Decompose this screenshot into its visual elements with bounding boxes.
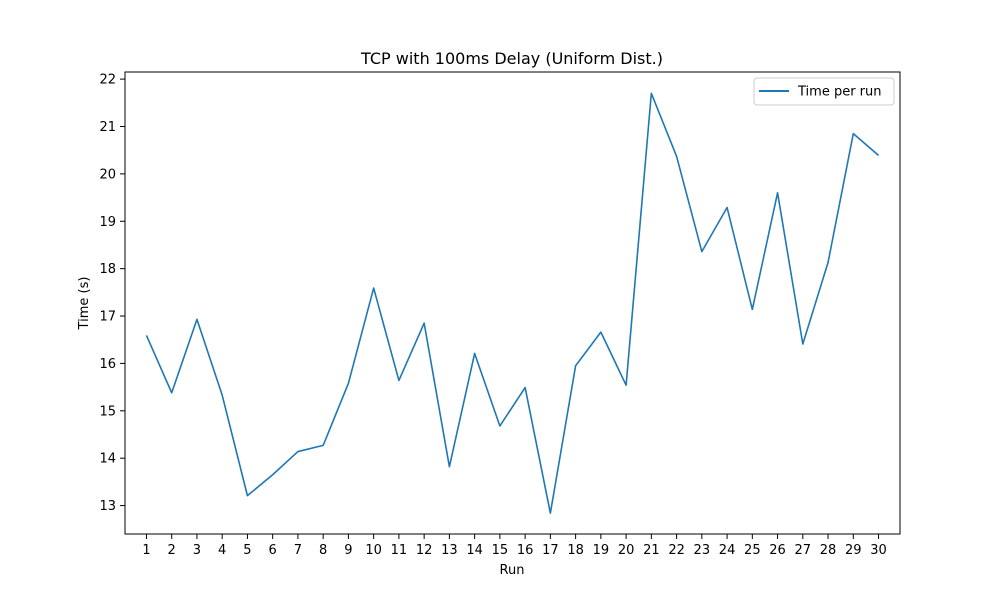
y-tick-label: 20	[99, 167, 116, 182]
x-tick-label: 13	[441, 543, 458, 558]
x-tick-label: 21	[643, 543, 660, 558]
x-tick-label: 3	[193, 543, 201, 558]
x-tick-label: 25	[744, 543, 761, 558]
y-tick-label: 13	[99, 499, 116, 514]
chart-title: TCP with 100ms Delay (Uniform Dist.)	[360, 49, 663, 68]
x-tick-label: 26	[769, 543, 786, 558]
x-tick-label: 20	[618, 543, 635, 558]
plot-area: 1 2 3 4 5 6 7 8 9 10 11 12 13 14 15 16 17 18 19 20 21 22 23 24 2…	[99, 71, 901, 558]
y-tick-label: 17	[99, 310, 116, 325]
y-tick-label: 14	[99, 452, 116, 467]
x-tick-label: 11	[391, 543, 408, 558]
x-tick-label: 22	[668, 543, 685, 558]
legend: Time per run	[753, 77, 895, 106]
x-tick-label: 16	[517, 543, 534, 558]
x-tick-label: 18	[567, 543, 584, 558]
x-tick-label: 14	[466, 543, 483, 558]
legend-label: Time per run	[797, 85, 882, 100]
y-tick-label: 21	[99, 120, 116, 135]
x-tick-label: 1	[142, 543, 150, 558]
x-tick-label: 8	[319, 543, 327, 558]
y-tick-label: 15	[99, 404, 116, 419]
x-tick-label: 2	[168, 543, 176, 558]
x-tick-label: 7	[294, 543, 302, 558]
x-axis-label: Run	[500, 563, 525, 578]
x-tick-label: 23	[694, 543, 711, 558]
y-tick-label: 19	[99, 215, 116, 230]
x-tick-label: 29	[845, 543, 862, 558]
y-axis-label: Time (s)	[77, 277, 92, 331]
x-tick-label: 24	[719, 543, 736, 558]
axes-frame	[124, 71, 901, 535]
y-tick-label: 22	[99, 73, 116, 88]
x-tick-label: 28	[820, 543, 837, 558]
series-line-time-per-run	[145, 92, 880, 514]
x-tick-label: 27	[795, 543, 812, 558]
x-tick-label: 10	[365, 543, 382, 558]
y-tick-label: 16	[99, 357, 116, 372]
x-tick-label: 9	[344, 543, 352, 558]
y-tick-label: 18	[99, 262, 116, 277]
x-tick-label: 19	[593, 543, 610, 558]
x-tick-label: 15	[492, 543, 509, 558]
legend-box	[753, 77, 895, 106]
x-tick-label: 5	[243, 543, 251, 558]
x-tick-label: 17	[542, 543, 559, 558]
x-tick-label: 4	[218, 543, 226, 558]
x-tick-label: 6	[269, 543, 277, 558]
x-tick-label: 30	[870, 543, 887, 558]
x-tick-label: 12	[416, 543, 433, 558]
